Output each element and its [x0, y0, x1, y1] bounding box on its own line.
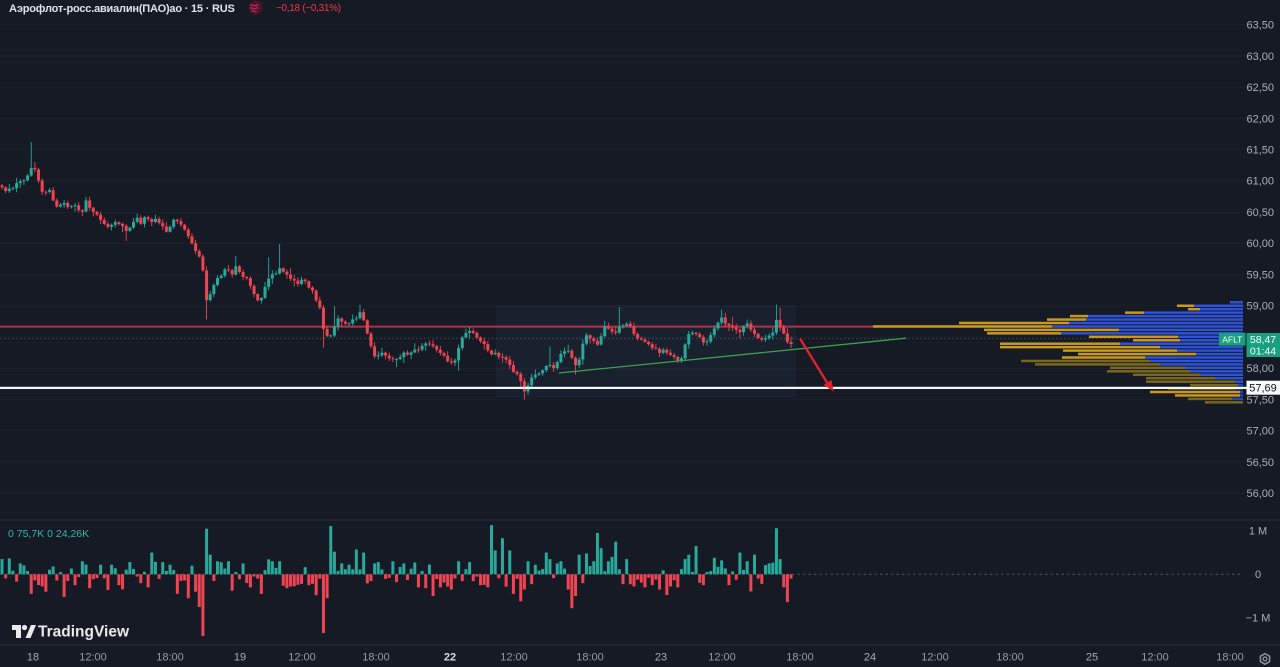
- svg-text:01:44: 01:44: [1250, 346, 1276, 358]
- svg-text:18:00: 18:00: [156, 652, 184, 664]
- svg-text:57,50: 57,50: [1246, 394, 1274, 406]
- svg-text:56,00: 56,00: [1246, 488, 1274, 500]
- svg-text:23: 23: [655, 652, 667, 664]
- svg-text:12:00: 12:00: [1141, 652, 1169, 664]
- svg-text:12:00: 12:00: [79, 652, 107, 664]
- svg-text:57,69: 57,69: [1249, 383, 1277, 395]
- svg-text:18:00: 18:00: [996, 652, 1024, 664]
- svg-text:18:00: 18:00: [576, 652, 604, 664]
- svg-text:56,50: 56,50: [1246, 457, 1274, 469]
- svg-text:18:00: 18:00: [786, 652, 814, 664]
- svg-text:24: 24: [864, 652, 876, 664]
- svg-text:22: 22: [444, 652, 456, 664]
- svg-text:19: 19: [234, 652, 246, 664]
- svg-text:59,00: 59,00: [1246, 301, 1274, 313]
- svg-text:18:00: 18:00: [362, 652, 390, 664]
- svg-text:60,50: 60,50: [1246, 207, 1274, 219]
- svg-text:57,00: 57,00: [1246, 426, 1274, 438]
- svg-text:12:00: 12:00: [708, 652, 736, 664]
- svg-text:62,50: 62,50: [1246, 82, 1274, 94]
- svg-text:−0,18 (−0,31%): −0,18 (−0,31%): [276, 3, 341, 14]
- svg-text:0 75,7K 0 24,26K: 0 75,7K 0 24,26K: [8, 528, 89, 540]
- svg-text:58,00: 58,00: [1246, 363, 1274, 375]
- svg-text:25: 25: [1086, 652, 1098, 664]
- svg-text:61,50: 61,50: [1246, 145, 1274, 157]
- svg-text:60,00: 60,00: [1246, 238, 1274, 250]
- svg-text:TradingView: TradingView: [38, 624, 130, 641]
- svg-text:18: 18: [27, 652, 39, 664]
- svg-text:0: 0: [1255, 569, 1261, 581]
- svg-text:18:00: 18:00: [1216, 652, 1244, 664]
- svg-text:1 M: 1 M: [1249, 525, 1267, 537]
- svg-text:63,00: 63,00: [1246, 51, 1274, 63]
- svg-text:12:00: 12:00: [921, 652, 949, 664]
- svg-text:62,00: 62,00: [1246, 113, 1274, 125]
- svg-text:12:00: 12:00: [288, 652, 316, 664]
- svg-text:Аэрофлот-росс.авиалин(ПАО)ао ·: Аэрофлот-росс.авиалин(ПАО)ао · 15 · RUS: [9, 3, 235, 15]
- svg-text:63,50: 63,50: [1246, 20, 1274, 32]
- svg-text:58,47: 58,47: [1250, 334, 1276, 346]
- svg-text:59,50: 59,50: [1246, 269, 1274, 281]
- svg-text:61,00: 61,00: [1246, 176, 1274, 188]
- svg-text:−1 M: −1 M: [1246, 612, 1271, 624]
- svg-text:AFLT: AFLT: [1222, 334, 1242, 344]
- svg-text:12:00: 12:00: [500, 652, 528, 664]
